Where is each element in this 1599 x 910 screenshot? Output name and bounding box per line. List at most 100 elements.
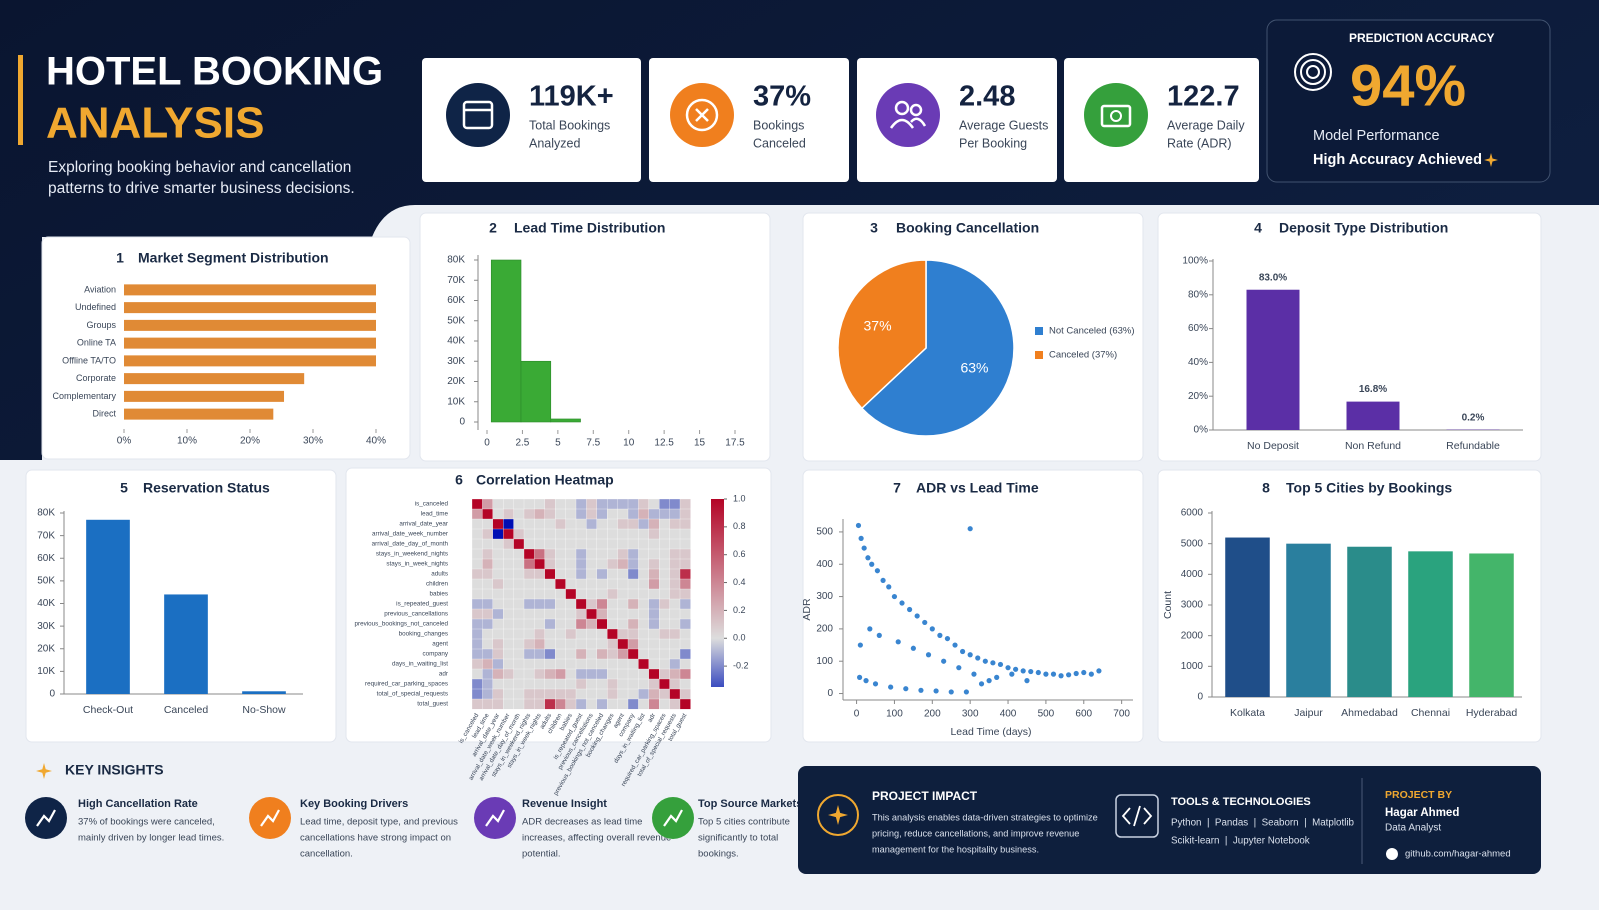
- heatmap-cell: [596, 528, 608, 540]
- heatmap-cell: [565, 518, 577, 530]
- scatter-point: [1013, 666, 1019, 672]
- heatmap-cell: [669, 568, 681, 580]
- heatmap-cell: [513, 538, 525, 550]
- author-link: github.com/hagar-ahmed: [1405, 849, 1511, 860]
- heatmap-cell: [492, 688, 504, 700]
- heatmap-cell: [607, 598, 618, 610]
- colorbar-label: 0.8: [733, 521, 746, 531]
- heatmap-cell: [555, 688, 566, 700]
- heatmap-cell: [565, 678, 577, 690]
- heatmap-cell: [534, 638, 546, 650]
- heatmap-cell: [503, 618, 514, 630]
- colorbar-label: 1.0: [733, 493, 746, 503]
- y-tick-label: 40%: [1188, 357, 1208, 368]
- heatmap-cell: [544, 598, 556, 610]
- y-tick-label: 40K: [447, 336, 465, 347]
- icon-shape: [1100, 104, 1132, 128]
- tools-text: Python | Pandas | Seaborn | Matplotlib: [1171, 818, 1355, 829]
- row-label: is_repeated_guest: [396, 601, 448, 608]
- y-tick-label: 10K: [447, 396, 465, 407]
- scatter-point: [1050, 671, 1057, 677]
- heatmap-cell: [523, 548, 535, 560]
- scatter-point: [903, 686, 909, 692]
- row-label: stays_in_weekend_nights: [376, 551, 448, 558]
- heatmap-cell: [586, 498, 598, 510]
- bar: [1246, 289, 1300, 430]
- y-tick-label: 80K: [447, 255, 465, 266]
- scatter-point: [861, 545, 867, 551]
- heatmap-cell: [471, 518, 483, 530]
- chart-number: 2: [489, 220, 497, 236]
- chart-title: Top 5 Cities by Bookings: [1286, 480, 1452, 496]
- row-label: adr: [439, 671, 448, 678]
- heatmap-cell: [607, 638, 618, 650]
- heatmap-cell: [617, 628, 629, 640]
- heatmap-cell: [513, 628, 525, 640]
- heatmap-cell: [607, 548, 618, 560]
- row-label: total_of_special_requests: [377, 691, 448, 698]
- heatmap-cell: [534, 628, 546, 640]
- heatmap-cell: [669, 628, 681, 640]
- y-tick-label: 100%: [1182, 256, 1208, 267]
- y-tick-label: 1000: [1181, 661, 1204, 672]
- row-label: children: [426, 581, 449, 588]
- icon-shape: [695, 108, 709, 122]
- heatmap-cell: [586, 538, 598, 550]
- scatter-point: [956, 665, 962, 671]
- histogram-bar: [520, 360, 552, 423]
- heatmap-cell: [627, 558, 639, 570]
- heatmap-cell: [617, 548, 629, 560]
- row-label: arrival_date_day_of_month: [372, 541, 449, 548]
- heatmap-cell: [544, 558, 556, 570]
- y-tick-label: 30K: [37, 621, 55, 632]
- insight-text: cancellation.: [300, 849, 353, 860]
- heatmap-cell: [638, 698, 650, 710]
- insight-text: increases, affecting overall revenue: [522, 833, 671, 844]
- heatmap-cell: [513, 548, 525, 560]
- heatmap-cell: [565, 578, 577, 590]
- heatmap-cell: [669, 588, 681, 600]
- heatmap-cell: [669, 668, 681, 680]
- heatmap-cell: [617, 518, 629, 530]
- heatmap-cell: [513, 518, 525, 530]
- heatmap-cell: [679, 538, 691, 550]
- y-tick-label: 20K: [447, 376, 465, 387]
- heatmap-cell: [638, 528, 650, 540]
- heatmap-cell: [482, 538, 494, 550]
- heatmap-cell: [575, 638, 587, 650]
- chart-title: Reservation Status: [143, 480, 270, 496]
- heatmap-cell: [617, 648, 629, 660]
- heatmap-cell: [534, 528, 546, 540]
- heatmap-cell: [513, 598, 525, 610]
- heatmap-cell: [534, 508, 546, 520]
- heatmap-cell: [482, 648, 494, 660]
- kpi-label: Per Booking: [959, 136, 1027, 150]
- y-axis-label: Count: [1162, 591, 1174, 619]
- y-tick-label: 0%: [1194, 425, 1209, 436]
- heatmap-cell: [659, 508, 670, 520]
- pie-slice: [837, 259, 927, 410]
- heatmap-cell: [648, 688, 660, 700]
- x-tick-label: Check-Out: [83, 704, 133, 716]
- heatmap-cell: [627, 498, 639, 510]
- x-tick-label: 17.5: [725, 438, 745, 449]
- author-heading: PROJECT BY: [1385, 789, 1452, 801]
- insight-text: Lead time, deposit type, and previous: [300, 817, 458, 828]
- heatmap-cell: [471, 568, 483, 580]
- heatmap-cell: [523, 498, 535, 510]
- impact-card: [798, 766, 1541, 874]
- heatmap-cell: [523, 618, 535, 630]
- heatmap-cell: [575, 548, 587, 560]
- heatmap-cell: [679, 688, 691, 700]
- heatmap-cell: [607, 668, 618, 680]
- heatmap-cell: [544, 628, 556, 640]
- heatmap-cell: [596, 648, 608, 660]
- kpi-icon: [446, 83, 510, 147]
- heatmap-cell: [492, 498, 504, 510]
- x-tick-label: 7.5: [586, 438, 600, 449]
- heatmap-cell: [471, 548, 483, 560]
- icon-shape: [260, 809, 280, 827]
- heatmap-cell: [565, 648, 577, 660]
- heatmap-cell: [471, 678, 483, 690]
- heatmap-cell: [492, 608, 504, 620]
